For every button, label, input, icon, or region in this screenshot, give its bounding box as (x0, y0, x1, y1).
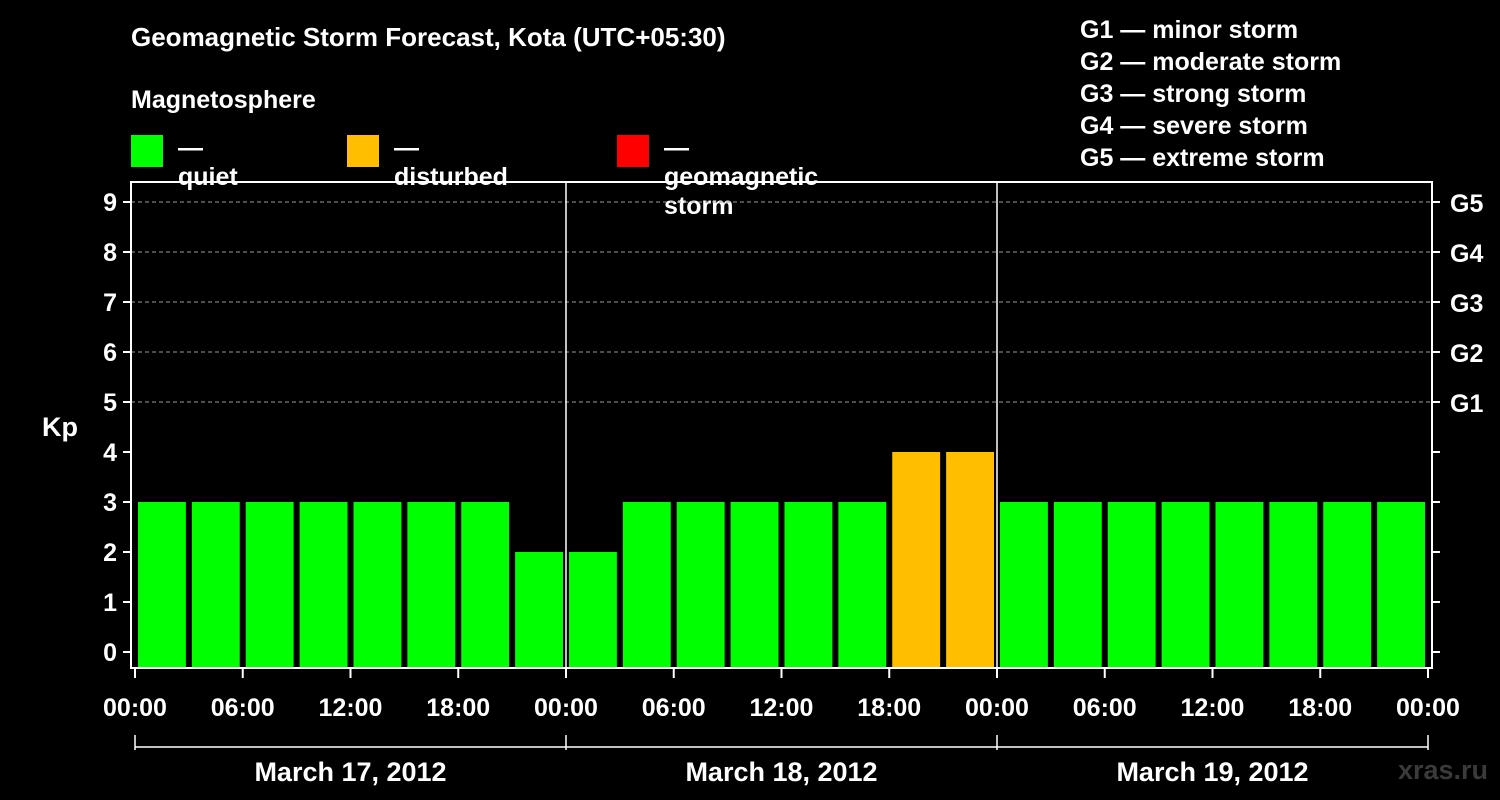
storm-scale-label: G5 (1450, 190, 1483, 218)
kp-bar (245, 502, 294, 668)
x-tick-label: 18:00 (857, 694, 921, 722)
x-tick-label: 12:00 (750, 694, 814, 722)
day-label: March 19, 2012 (1116, 757, 1308, 787)
y-tick-label: 0 (103, 639, 117, 667)
kp-bar (946, 452, 994, 668)
y-tick-label: 9 (103, 189, 117, 217)
kp-bar (353, 502, 402, 668)
chart-title: Geomagnetic Storm Forecast, Kota (UTC+05… (131, 22, 726, 52)
y-tick-label: 8 (103, 239, 117, 267)
legend-label-storm: — geomagnetic storm (664, 134, 819, 220)
kp-bar (676, 502, 725, 668)
x-tick-label: 06:00 (1073, 694, 1137, 722)
storm-scale-label: G2 (1450, 340, 1483, 368)
x-tick-label: 18:00 (1288, 694, 1352, 722)
kp-bar (622, 502, 671, 668)
y-tick-label: 1 (103, 589, 117, 617)
kp-bar (461, 502, 510, 668)
storm-level-g1: G1 — minor storm (1080, 16, 1299, 44)
legend-swatch-disturbed (347, 135, 379, 167)
kp-bar (407, 502, 456, 668)
legend-label-disturbed: — disturbed (394, 134, 508, 191)
kp-bar (1000, 502, 1048, 668)
kp-bar (892, 452, 941, 668)
x-tick-label: 12:00 (1181, 694, 1245, 722)
kp-bar (1215, 502, 1264, 668)
kp-bar (191, 502, 240, 668)
storm-scale-label: G4 (1450, 240, 1483, 268)
kp-bar (1323, 502, 1372, 668)
x-tick-label: 18:00 (426, 694, 490, 722)
x-tick-label: 06:00 (642, 694, 706, 722)
y-tick-label: 4 (103, 439, 117, 467)
y-tick-label: 2 (103, 539, 117, 567)
kp-bar (1161, 502, 1210, 668)
kp-bar (784, 502, 833, 668)
magnetosphere-label: Magnetosphere (131, 86, 316, 114)
storm-level-g3: G3 — strong storm (1080, 80, 1307, 108)
kp-bar (515, 552, 563, 668)
x-tick-label: 00:00 (1396, 694, 1460, 722)
storm-level-list: G1 — minor storm G2 — moderate storm G3 … (1080, 14, 1341, 174)
storm-level-g2: G2 — moderate storm (1080, 48, 1342, 76)
kp-bar (138, 502, 186, 668)
storm-scale-label: G3 (1450, 290, 1483, 318)
legend-swatch-quiet (131, 135, 163, 167)
kp-bar (299, 502, 348, 668)
x-tick-label: 12:00 (319, 694, 383, 722)
x-tick-label: 00:00 (965, 694, 1029, 722)
day-label: March 17, 2012 (254, 757, 446, 787)
x-tick-label: 06:00 (211, 694, 275, 722)
x-tick-label: 00:00 (534, 694, 598, 722)
watermark: xras.ru (1397, 755, 1488, 785)
y-tick-label: 5 (103, 389, 117, 417)
kp-bar (1053, 502, 1102, 668)
legend-label-quiet: — quiet (178, 134, 238, 191)
x-tick-label: 00:00 (103, 694, 167, 722)
y-tick-label: 6 (103, 339, 117, 367)
legend-swatch-storm (617, 135, 649, 167)
y-tick-label: 7 (103, 289, 117, 317)
storm-scale-label: G1 (1450, 390, 1483, 418)
kp-bar (1269, 502, 1318, 668)
storm-level-g5: G5 — extreme storm (1080, 144, 1325, 172)
kp-bar (730, 502, 779, 668)
day-label: March 18, 2012 (685, 757, 877, 787)
kp-bar (1377, 502, 1425, 668)
kp-bar (569, 552, 617, 668)
storm-level-g4: G4 — severe storm (1080, 112, 1308, 140)
y-axis-label: Kp (42, 412, 78, 442)
y-tick-label: 3 (103, 489, 117, 517)
kp-bar (838, 502, 887, 668)
kp-bar (1107, 502, 1156, 668)
